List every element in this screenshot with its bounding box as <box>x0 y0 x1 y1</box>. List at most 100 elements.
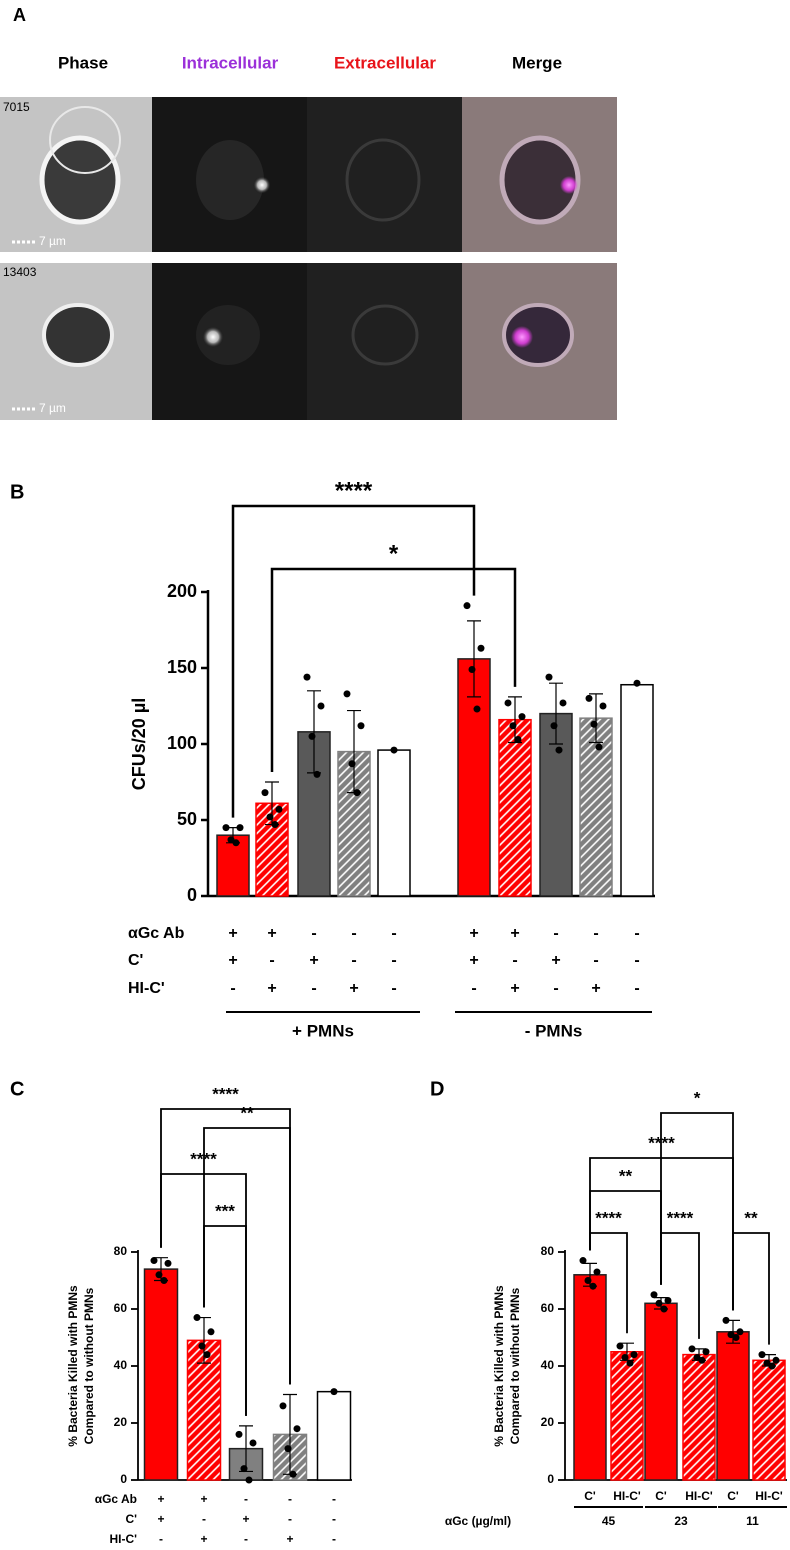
bar <box>457 658 491 897</box>
y-axis-label: CFUs/20 µl <box>129 698 149 790</box>
data-point <box>473 705 481 713</box>
data-point <box>660 1305 668 1313</box>
data-point <box>595 743 603 751</box>
bar <box>498 718 532 897</box>
condition-sign: - <box>553 925 558 942</box>
data-point <box>330 1388 338 1396</box>
data-point <box>550 722 558 730</box>
y-tick-label: 200 <box>167 581 197 601</box>
significance-bracket <box>589 1190 662 1285</box>
bar <box>573 1274 607 1481</box>
column-title: Merge <box>512 53 562 72</box>
significance-bracket <box>231 504 476 818</box>
significance-bracket <box>203 1127 291 1385</box>
data-point <box>621 1353 629 1361</box>
condition-sign: + <box>200 1532 207 1546</box>
condition-sign: - <box>269 952 274 969</box>
error-bar <box>467 620 481 698</box>
group-label: + PMNs <box>292 1021 354 1040</box>
data-point <box>266 813 274 821</box>
extracellular-image <box>307 263 462 420</box>
significance-label: ** <box>744 1208 758 1227</box>
data-point <box>317 702 325 710</box>
data-point <box>271 821 279 829</box>
data-point <box>590 720 598 728</box>
data-point <box>768 1362 776 1370</box>
data-point <box>555 746 563 754</box>
bacterium <box>202 326 224 348</box>
y-tick-label: 100 <box>167 733 197 753</box>
data-point <box>313 770 321 778</box>
data-point <box>468 666 476 674</box>
data-point <box>249 1439 257 1447</box>
significance-label: **** <box>212 1084 239 1103</box>
bar <box>216 834 250 897</box>
data-point <box>579 1257 587 1265</box>
data-point <box>650 1291 658 1299</box>
group-label: 45 <box>602 1514 616 1528</box>
condition-sign: - <box>634 952 639 969</box>
image-id: 7015 <box>3 100 30 114</box>
data-point <box>514 735 522 743</box>
condition-sign: - <box>244 1532 248 1546</box>
data-point <box>585 694 593 702</box>
data-point <box>584 1277 592 1284</box>
significance-label: ** <box>619 1166 633 1185</box>
condition-sign: - <box>593 952 598 969</box>
bar <box>644 1302 678 1481</box>
condition-sign: + <box>469 952 478 969</box>
panel-label: C <box>10 1078 24 1100</box>
bacterium <box>511 326 533 348</box>
cell <box>351 304 419 366</box>
y-axis-label: Compared to without PMNs <box>82 1287 96 1444</box>
data-point <box>599 702 607 710</box>
panel-label: D <box>430 1078 444 1100</box>
condition-name: αGc Ab <box>128 925 185 942</box>
condition-sign: + <box>157 1492 164 1506</box>
condition-sign: - <box>230 980 235 997</box>
condition-sign: - <box>553 980 558 997</box>
condition-sign: + <box>510 980 519 997</box>
x-axis-label: αGc (µg/ml) <box>445 1514 511 1528</box>
data-point <box>664 1296 672 1304</box>
significance-label: **** <box>190 1149 217 1168</box>
data-point <box>477 644 485 652</box>
condition-sign: - <box>159 1532 163 1546</box>
data-point <box>284 1445 292 1453</box>
condition-sign: - <box>244 1492 248 1506</box>
condition-sign: - <box>311 980 316 997</box>
condition-sign: - <box>332 1532 336 1546</box>
bar <box>316 1390 352 1481</box>
bar <box>620 683 654 897</box>
bar <box>143 1268 179 1481</box>
data-point <box>702 1348 710 1356</box>
significance-label: * <box>389 540 399 567</box>
bar <box>377 749 411 897</box>
condition-sign: - <box>288 1512 292 1526</box>
y-tick-label: 20 <box>114 1415 128 1429</box>
condition-name: C' <box>125 1512 137 1526</box>
data-point <box>736 1328 744 1336</box>
y-tick-label: 60 <box>541 1301 555 1315</box>
data-point <box>289 1470 297 1478</box>
data-point <box>150 1257 158 1265</box>
bar <box>752 1359 786 1481</box>
y-tick-label: 80 <box>541 1244 555 1258</box>
condition-sign: + <box>228 952 237 969</box>
condition-sign: - <box>512 952 517 969</box>
significance-bracket <box>160 1108 291 1385</box>
data-point <box>235 1430 243 1438</box>
data-point <box>293 1425 301 1433</box>
data-point <box>593 1268 601 1276</box>
data-point <box>353 789 361 797</box>
condition-sign: - <box>351 952 356 969</box>
bar <box>579 717 613 897</box>
x-tick-label: HI-C' <box>755 1489 783 1503</box>
x-tick-label: HI-C' <box>685 1489 713 1503</box>
condition-sign: - <box>311 925 316 942</box>
significance-label: **** <box>667 1208 694 1227</box>
data-point <box>630 1351 638 1359</box>
cell <box>196 140 264 220</box>
